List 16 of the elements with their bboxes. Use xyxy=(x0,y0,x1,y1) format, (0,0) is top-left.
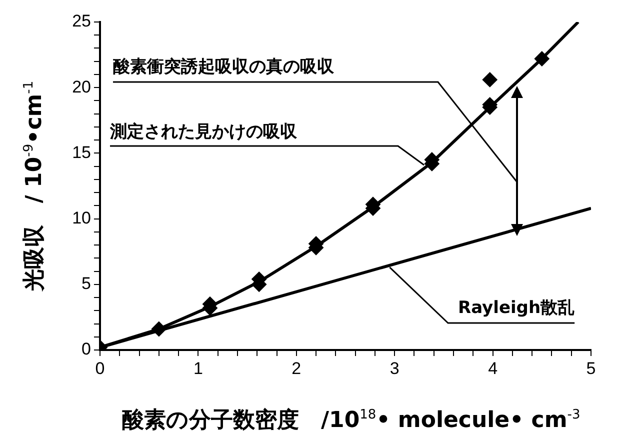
y-tick-label: 15 xyxy=(72,142,91,162)
x-tick-label: 2 xyxy=(292,358,302,378)
y-tick-label: 25 xyxy=(72,12,91,31)
x-tick-label: 4 xyxy=(488,358,498,378)
y-tick-label: 10 xyxy=(72,208,91,228)
y-tick-label: 5 xyxy=(82,274,91,294)
x-tick-label: 0 xyxy=(95,358,105,378)
x-tick-label: 1 xyxy=(193,358,203,378)
annotation: Rayleigh散乱 xyxy=(458,298,575,318)
y-tick-label: 0 xyxy=(82,340,91,359)
annotation: 測定された見かけの吸収 xyxy=(109,122,298,142)
x-tick-label: 5 xyxy=(586,358,596,378)
annotation: 酸素衝突誘起吸収の真の吸収 xyxy=(113,57,335,77)
x-tick-label: 3 xyxy=(390,358,400,378)
x-axis-title: 酸素の分子数密度 /10$^{18}$• molecule• cm$^{-3}$ xyxy=(122,406,580,435)
y-tick-label: 20 xyxy=(72,77,91,96)
